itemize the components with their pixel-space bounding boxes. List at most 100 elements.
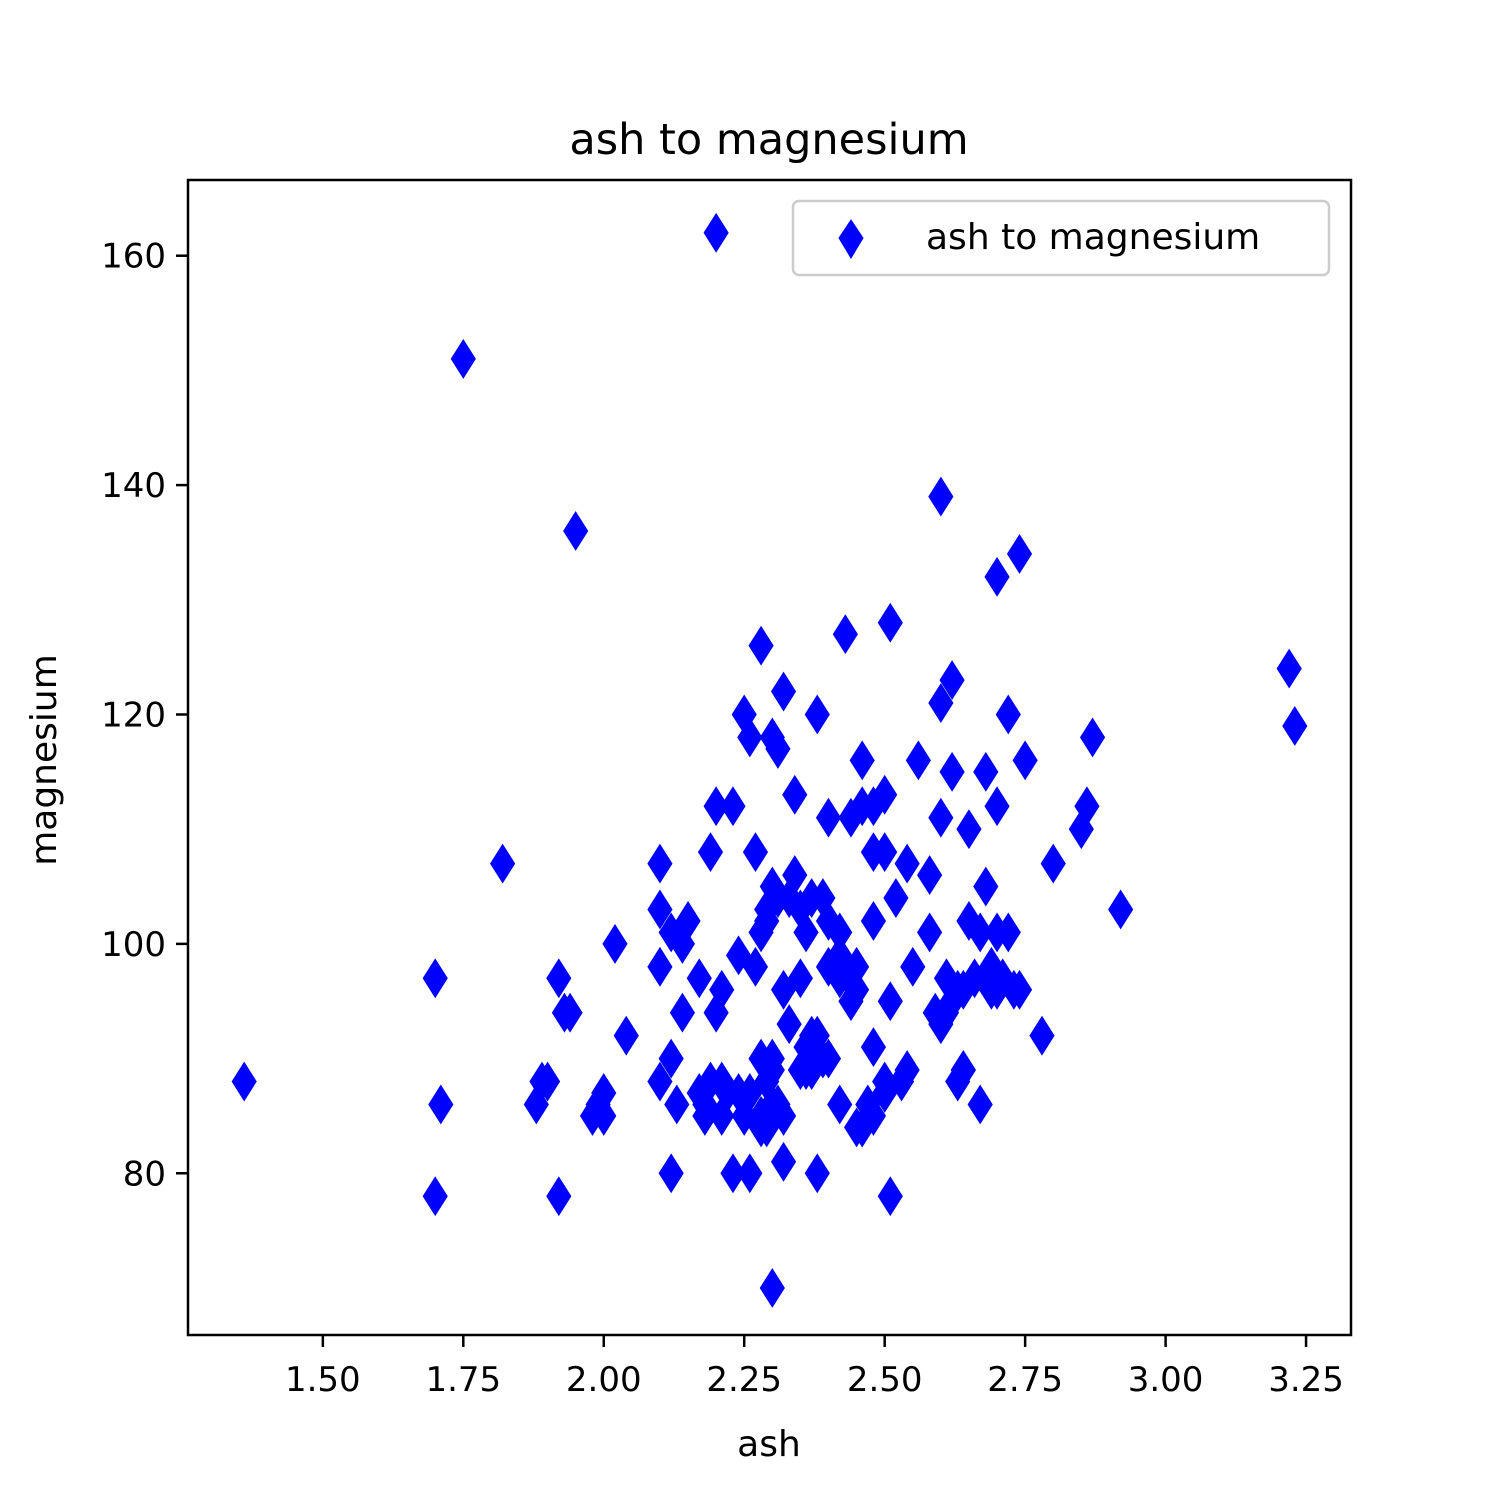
legend: ash to magnesium <box>791 199 1331 277</box>
data-point <box>860 1027 887 1068</box>
x-tick-label: 2.25 <box>706 1360 782 1400</box>
y-axis-ticks: 80 100 120 140 160 <box>101 237 188 1194</box>
data-point <box>973 751 999 792</box>
data-point <box>697 832 724 873</box>
data-point <box>737 717 763 758</box>
data-point <box>978 946 1005 987</box>
data-point <box>804 1153 830 1194</box>
data-point <box>956 809 982 850</box>
data-point <box>832 614 858 655</box>
data-point <box>720 786 746 827</box>
data-point <box>231 1061 257 1102</box>
data-point <box>984 786 1010 827</box>
data-point <box>647 946 673 987</box>
data-point <box>669 923 696 964</box>
data-point <box>720 1153 746 1194</box>
data-point <box>658 1038 684 1079</box>
data-point <box>1029 1015 1055 1056</box>
data-point <box>872 774 898 815</box>
data-point <box>563 511 589 551</box>
data-point <box>872 832 898 873</box>
data-point <box>877 981 903 1022</box>
data-point <box>905 740 931 781</box>
data-point <box>933 992 960 1033</box>
data-point <box>731 1095 757 1136</box>
data-point <box>647 1061 673 1102</box>
data-point <box>664 1084 690 1125</box>
data-point <box>1282 706 1308 746</box>
data-point <box>1001 969 1027 1010</box>
data-point <box>815 797 842 838</box>
data-point <box>877 602 903 643</box>
legend-marker <box>838 219 864 259</box>
data-point <box>422 958 448 999</box>
data-point <box>984 556 1010 597</box>
data-point <box>1006 533 1033 574</box>
legend-box <box>791 199 1331 277</box>
data-point <box>849 740 875 781</box>
data-point <box>860 901 887 941</box>
data-point <box>546 1176 572 1217</box>
data-point <box>754 1107 780 1148</box>
data-point <box>546 958 572 999</box>
x-axis-label: ash <box>737 1424 801 1465</box>
data-point <box>939 660 965 701</box>
data-point <box>782 774 808 815</box>
data-point <box>787 958 813 999</box>
data-point <box>422 1176 448 1217</box>
data-point <box>669 992 696 1033</box>
x-tick-label: 2.00 <box>566 1360 642 1400</box>
data-point <box>450 338 476 379</box>
x-axis-ticks: 1.50 1.75 2.00 2.25 2.50 2.75 3.00 3.25 <box>285 1335 1344 1400</box>
data-point <box>770 1141 797 1182</box>
data-points <box>231 212 1308 1308</box>
data-point <box>827 912 853 953</box>
data-point <box>658 1153 684 1194</box>
data-point <box>804 694 830 735</box>
data-point <box>759 1268 785 1308</box>
data-point <box>776 1004 802 1045</box>
data-point <box>703 992 729 1033</box>
data-point <box>557 992 583 1033</box>
data-point <box>928 476 954 517</box>
data-point <box>748 625 774 666</box>
plot-area <box>188 180 1351 1335</box>
data-point <box>917 855 943 896</box>
data-point <box>529 1061 555 1102</box>
data-point <box>855 1084 881 1125</box>
data-point <box>843 969 870 1010</box>
data-point <box>742 832 769 873</box>
data-point <box>894 843 920 884</box>
data-point <box>737 1153 763 1194</box>
y-axis-label: magnesium <box>24 654 65 866</box>
data-point <box>1040 843 1066 884</box>
data-point <box>714 1073 740 1113</box>
y-tick-label: 160 <box>101 237 166 277</box>
data-point <box>928 797 954 838</box>
data-point <box>928 683 954 723</box>
data-point <box>860 786 887 827</box>
data-point <box>973 866 999 907</box>
data-point <box>799 1050 825 1090</box>
data-point <box>995 694 1021 735</box>
data-point <box>933 958 960 999</box>
data-point <box>827 1084 853 1125</box>
data-point <box>838 797 864 838</box>
y-tick-label: 120 <box>101 695 166 735</box>
data-point <box>703 212 729 253</box>
y-tick-label: 100 <box>101 925 166 965</box>
data-point <box>1068 809 1094 850</box>
x-tick-label: 1.75 <box>425 1360 501 1400</box>
data-point <box>703 786 729 827</box>
data-point <box>821 946 847 987</box>
data-point <box>939 751 965 792</box>
data-point <box>692 1095 718 1136</box>
data-point <box>765 728 791 769</box>
legend-label: ash to magnesium <box>926 217 1260 258</box>
data-point <box>917 912 943 953</box>
data-point <box>726 935 752 976</box>
data-point <box>647 889 673 930</box>
data-point <box>697 1061 724 1102</box>
y-tick-label: 140 <box>101 466 166 506</box>
